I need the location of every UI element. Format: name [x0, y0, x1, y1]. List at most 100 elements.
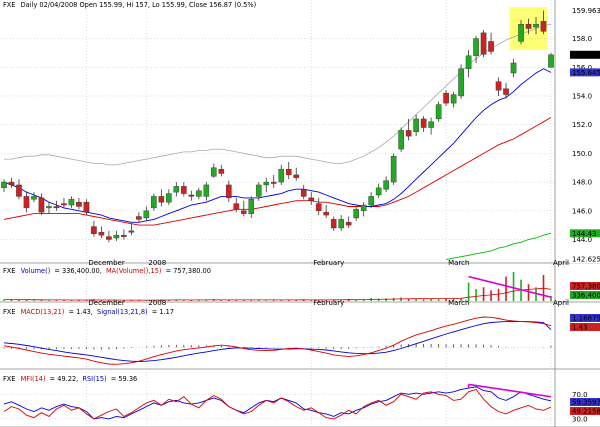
rsi-value: = 59.36 — [111, 375, 138, 383]
volume-bar — [123, 300, 125, 301]
rsi-header: FXE MFI(14) = 49.22, RSI(15) = 59.36 — [3, 375, 137, 383]
price-x-label: February — [313, 259, 344, 267]
volume-bar — [430, 299, 432, 301]
candle-body — [488, 41, 494, 52]
candle-body — [166, 193, 172, 203]
price-symbol: FXE — [3, 1, 15, 9]
candle-body — [323, 212, 330, 216]
volume-bar — [280, 299, 283, 301]
volume-ma-value: = 757,380.00 — [166, 267, 211, 275]
volume-symbol: FXE — [3, 267, 15, 275]
candle-body — [450, 94, 457, 104]
ma-mid-line — [3, 117, 552, 226]
volume-label: Volume() — [21, 267, 51, 275]
candle-body — [240, 210, 247, 214]
candle-body — [113, 234, 120, 239]
candle-body — [518, 24, 524, 42]
volume-bar — [145, 300, 148, 301]
candle-body — [233, 203, 240, 210]
price-flag-bg — [570, 6, 600, 15]
osc-flag-bg — [570, 398, 600, 406]
volume-bar — [550, 295, 552, 301]
volume-bar — [407, 299, 410, 301]
candle-body — [23, 196, 30, 209]
volume-ma-label: MA(Volume(),15) — [106, 267, 162, 275]
price-flag-bg — [570, 50, 600, 59]
candle-body — [203, 184, 210, 197]
volume-bar — [512, 272, 515, 301]
volume-bar — [332, 299, 335, 301]
candle-body — [510, 62, 517, 74]
price-tick-label: 154.0 — [572, 92, 592, 100]
osc-flag-label: 59.3597 — [572, 399, 600, 407]
rsi-symbol: FXE — [3, 375, 15, 383]
candle-body — [315, 203, 322, 211]
price-tick-label: 158.0 — [572, 35, 592, 43]
candle-body — [293, 174, 300, 178]
ma-long-line — [446, 232, 552, 261]
price-tick-label: 156.0 — [572, 64, 592, 72]
candle-body — [38, 197, 45, 213]
candle-body — [443, 92, 449, 104]
candle-body — [405, 130, 412, 137]
volume-bar — [18, 299, 20, 301]
grid-lines — [1, 0, 555, 427]
candle-body — [158, 196, 165, 203]
candle-body — [420, 118, 427, 128]
candle-body — [465, 55, 472, 69]
candle-body — [16, 184, 22, 197]
volume-bar — [25, 299, 28, 301]
candle-body — [211, 167, 217, 177]
volume-bar — [85, 299, 88, 301]
volume-x-label: March — [448, 299, 469, 307]
volume-value: = 336,400.00, — [54, 267, 101, 275]
volume-bar — [10, 299, 13, 301]
candle-body — [278, 168, 285, 183]
volume-bar — [198, 300, 200, 301]
volume-bar — [138, 300, 140, 301]
price-flag-label: 156.87 — [572, 51, 597, 59]
volume-bar — [265, 300, 268, 301]
volume-bar — [467, 282, 470, 301]
candle-body — [8, 181, 15, 186]
volume-bar — [250, 299, 253, 301]
candle-body — [181, 186, 187, 194]
volume-bar — [63, 300, 65, 301]
osc-tick-label: 30.0 — [572, 415, 588, 423]
candle-body — [188, 194, 195, 197]
candle-body — [300, 189, 307, 197]
candle-body — [136, 216, 142, 220]
volume-ma-line — [4, 287, 552, 301]
volume-header: FXE Volume() = 336,400.00, MA(Volume(),1… — [3, 267, 211, 275]
volume-bar — [70, 300, 73, 301]
volume-bar — [100, 300, 103, 301]
macd-signal-line — [3, 321, 552, 362]
volume-bar — [287, 300, 290, 301]
price-tick-label: 150.0 — [572, 150, 592, 158]
candle-body — [330, 219, 337, 229]
volume-bar — [445, 298, 447, 301]
volume-bar — [325, 299, 328, 301]
volume-bar — [497, 288, 500, 301]
candle-body — [128, 230, 135, 233]
volume-bar — [220, 300, 223, 301]
price-tick-label: 146.0 — [572, 207, 592, 215]
candle-body — [308, 197, 315, 201]
candle-body — [218, 168, 225, 174]
osc-trendline — [468, 383, 552, 398]
price-tick-label: 144.0 — [572, 236, 592, 244]
price-tick-label: 152.0 — [572, 121, 592, 129]
volume-bar — [310, 300, 313, 301]
candle-body — [196, 190, 202, 197]
rsi-label: RSI(15) — [82, 375, 106, 383]
volume-bar — [257, 300, 260, 301]
price-info: Daily 02/04/2008 Open 155.99, Hi 157, Lo… — [21, 1, 257, 9]
candle-body — [91, 226, 97, 234]
osc-flag-label: 49.2158 — [572, 408, 600, 416]
candle-body — [435, 104, 442, 120]
volume-bar — [183, 300, 185, 301]
candle-body — [503, 88, 509, 95]
volume-bar — [108, 300, 110, 301]
